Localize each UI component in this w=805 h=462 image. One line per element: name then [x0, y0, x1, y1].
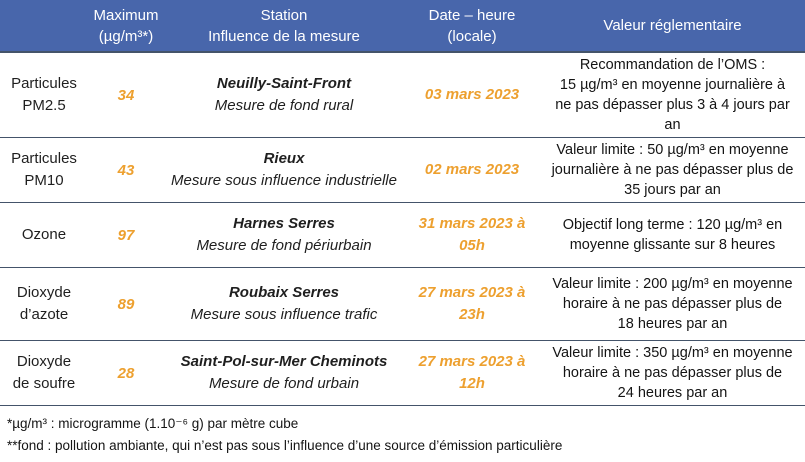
header-valeur-reglementaire: Valeur réglementaire — [603, 17, 742, 34]
station-cell: Neuilly-Saint-Front Mesure de fond rural — [164, 52, 404, 138]
measure-influence: Mesure de fond périurbain — [196, 237, 372, 254]
pollutant-label: Particules PM10 — [11, 150, 77, 189]
pollutant-label: Ozone — [21, 226, 67, 244]
header-date-heure: Date – heure (locale) — [428, 6, 516, 45]
date-value: 27 mars 2023 à 23h — [418, 284, 526, 323]
maximum-value: 89 — [117, 295, 135, 313]
station-name: Roubaix Serres — [228, 284, 340, 302]
date-value: 27 mars 2023 à 12h — [418, 353, 526, 392]
table-row-pm25: Particules PM2.5 34 Neuilly-Saint-Front … — [0, 52, 805, 138]
regulatory-value: Valeur limite : 50 µg/m³ en moyenne jour… — [551, 142, 794, 198]
date-value: 02 mars 2023 — [424, 161, 520, 179]
maximum-value: 43 — [117, 161, 135, 179]
regulatory-value: Valeur limite : 200 µg/m³ en moyenne hor… — [552, 276, 793, 332]
pollutant-label: Particules PM2.5 — [11, 75, 77, 114]
station-name: Saint-Pol-sur-Mer Cheminots — [180, 353, 388, 371]
station-name: Rieux — [263, 150, 305, 168]
station-cell: Harnes Serres Mesure de fond périurbain — [164, 203, 404, 268]
footnote-unit: *µg/m³ : microgramme (1.10⁻⁶ g) par mètr… — [7, 416, 299, 431]
measure-influence: Mesure de fond urbain — [208, 375, 360, 392]
measure-influence: Mesure de fond rural — [214, 97, 354, 114]
table-row-pm10: Particules PM10 43 Rieux Mesure sous inf… — [0, 138, 805, 203]
air-quality-table: Maximum (µg/m³*) Station Influence de la… — [0, 0, 805, 406]
footnotes: *µg/m³ : microgramme (1.10⁻⁶ g) par mètr… — [0, 406, 805, 462]
measure-influence: Mesure sous influence trafic — [190, 306, 378, 323]
station-name: Harnes Serres — [233, 215, 335, 233]
date-value: 31 mars 2023 à 05h — [418, 215, 526, 254]
header-station: Station Influence de la mesure — [208, 6, 360, 45]
table-row-ozone: Ozone 97 Harnes Serres Mesure de fond pé… — [0, 203, 805, 268]
pollutant-label: Dioxyde d’azote — [16, 284, 72, 323]
maximum-value: 34 — [117, 86, 135, 104]
maximum-value: 28 — [117, 364, 135, 382]
table-row-no2: Dioxyde d’azote 89 Roubaix Serres Mesure… — [0, 268, 805, 341]
pollutant-label: Dioxyde de soufre — [12, 353, 76, 392]
regulatory-value: Objectif long terme : 120 µg/m³ en moyen… — [562, 217, 783, 253]
table-row-so2: Dioxyde de soufre 28 Saint-Pol-sur-Mer C… — [0, 341, 805, 406]
station-cell: Saint-Pol-sur-Mer Cheminots Mesure de fo… — [164, 341, 404, 406]
regulatory-value: Recommandation de l’OMS : 15 µg/m³ en mo… — [555, 57, 790, 133]
date-value: 03 mars 2023 — [424, 86, 520, 104]
header-maximum: Maximum (µg/m³*) — [93, 6, 159, 45]
header-pollutant — [0, 0, 88, 52]
station-name: Neuilly-Saint-Front — [216, 75, 352, 93]
station-cell: Roubaix Serres Mesure sous influence tra… — [164, 268, 404, 341]
maximum-value: 97 — [117, 226, 135, 244]
measure-influence: Mesure sous influence industrielle — [171, 172, 397, 189]
header-row: Maximum (µg/m³*) Station Influence de la… — [0, 0, 805, 52]
footnote-fond: **fond : pollution ambiante, qui n’est p… — [7, 438, 563, 454]
regulatory-value: Valeur limite : 350 µg/m³ en moyenne hor… — [552, 345, 793, 401]
station-cell: Rieux Mesure sous influence industrielle — [164, 138, 404, 203]
